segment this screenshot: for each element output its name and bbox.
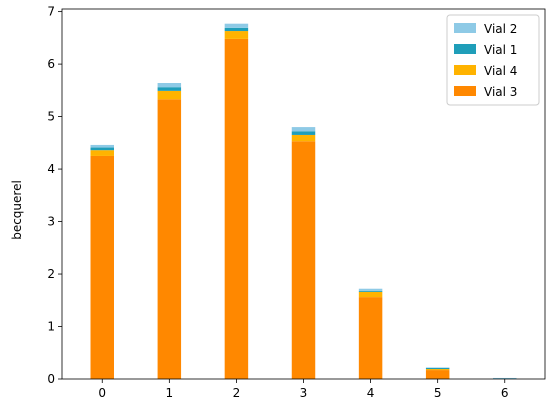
legend-swatch (454, 86, 476, 96)
y-tick-label: 4 (47, 162, 55, 176)
bar-3-series-1 (291, 134, 316, 142)
legend-swatch (454, 44, 476, 54)
bar-5-series-2 (425, 367, 450, 370)
legend-label: Vial 3 (484, 85, 517, 99)
y-tick-label: 1 (47, 320, 55, 334)
bar-4-series-2 (358, 290, 383, 292)
bar-4-series-3 (358, 288, 383, 291)
y-axis-label: becquerel (10, 180, 24, 240)
x-tick-label: 5 (434, 386, 442, 400)
x-axis-ticks: 0 1 2 3 4 5 6 (98, 379, 509, 400)
bar-3-series-2 (291, 131, 316, 135)
bar-5-series-3 (425, 367, 450, 368)
bar-4-series-0 (358, 297, 383, 379)
x-tick-label: 4 (367, 386, 375, 400)
x-tick-label: 3 (300, 386, 308, 400)
bar-0-series-1 (90, 150, 114, 156)
bar-3-series-3 (291, 127, 316, 132)
bar-5-series-0 (425, 370, 450, 379)
bars-group (90, 23, 517, 380)
bar-4-series-1 (358, 291, 383, 298)
x-tick-label: 2 (233, 386, 241, 400)
bar-5-series-1 (425, 369, 450, 371)
bar-0-series-2 (90, 147, 114, 151)
bar-0-series-3 (90, 144, 114, 148)
legend-label: Vial 1 (484, 43, 517, 57)
bar-1-series-3 (157, 83, 182, 88)
legend-swatch (454, 65, 476, 75)
legend-box (446, 14, 540, 106)
y-tick-label: 7 (47, 5, 55, 19)
bar-2-series-0 (224, 38, 249, 380)
y-tick-label: 3 (47, 215, 55, 229)
legend: Vial 2 Vial 1 Vial 4 Vial 3 (446, 14, 540, 106)
bar-2-series-2 (224, 27, 249, 32)
bar-1-series-0 (157, 99, 182, 379)
bar-0-series-0 (90, 155, 114, 379)
legend-label: Vial 4 (484, 64, 517, 78)
legend-swatch (454, 23, 476, 33)
x-tick-label: 6 (501, 386, 509, 400)
bar-6-series-3 (493, 377, 517, 379)
bar-2-series-1 (224, 31, 249, 39)
legend-label: Vial 2 (484, 22, 517, 36)
x-tick-label: 0 (98, 386, 106, 400)
y-tick-label: 6 (47, 57, 55, 71)
y-tick-label: 0 (47, 372, 55, 386)
y-axis-ticks: 0 1 2 3 4 5 6 7 (47, 5, 62, 386)
x-tick-label: 1 (166, 386, 174, 400)
bar-2-series-3 (224, 23, 249, 28)
bar-3-series-0 (291, 141, 316, 379)
plot-frame (61, 8, 546, 380)
y-tick-label: 2 (47, 267, 55, 281)
y-tick-label: 5 (47, 110, 55, 124)
bar-1-series-2 (157, 87, 182, 91)
bar-1-series-1 (157, 90, 182, 100)
